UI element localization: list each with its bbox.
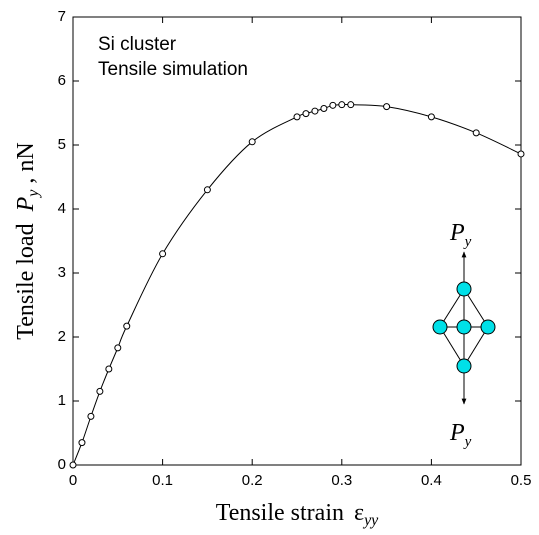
data-point xyxy=(329,101,337,109)
plot-frame xyxy=(72,16,522,466)
y-tick-label: 7 xyxy=(58,8,66,25)
data-point xyxy=(320,105,328,113)
annotation: Tensile simulation xyxy=(98,59,248,80)
y-tick-label: 3 xyxy=(58,264,66,281)
data-point xyxy=(248,138,256,146)
y-tick-label: 6 xyxy=(58,72,66,89)
x-tick-label: 0.5 xyxy=(511,472,532,489)
y-tick-label: 5 xyxy=(58,136,66,153)
inset-label: Py xyxy=(449,220,472,250)
y-tick-label: 4 xyxy=(58,200,66,217)
x-tick-label: 0.1 xyxy=(152,472,173,489)
x-tick-label: 0.3 xyxy=(331,472,352,489)
data-point xyxy=(159,250,167,258)
data-point xyxy=(302,110,310,118)
y-tick-label: 0 xyxy=(58,456,66,473)
x-axis-label: Tensile strain εyy xyxy=(216,500,379,529)
data-point xyxy=(105,365,113,373)
data-point xyxy=(78,439,86,447)
data-point xyxy=(203,186,211,194)
data-point xyxy=(347,101,355,109)
data-point xyxy=(472,129,480,137)
data-point xyxy=(114,344,122,352)
data-point xyxy=(311,107,319,115)
x-tick-label: 0.2 xyxy=(242,472,263,489)
data-point xyxy=(69,461,77,469)
data-point xyxy=(123,322,131,330)
data-point xyxy=(87,412,95,420)
x-tick-label: 0 xyxy=(69,472,77,489)
y-axis-label: Tensile loadPy, nN xyxy=(13,142,42,339)
data-point xyxy=(517,150,525,158)
data-point xyxy=(427,113,435,121)
x-tick-label: 0.4 xyxy=(421,472,442,489)
y-tick-label: 1 xyxy=(58,392,66,409)
data-point xyxy=(338,101,346,109)
data-point xyxy=(96,387,104,395)
y-tick-label: 2 xyxy=(58,328,66,345)
data-line xyxy=(72,104,522,466)
data-point xyxy=(383,103,391,111)
annotation: Si cluster xyxy=(98,34,177,55)
inset-label: Py xyxy=(449,420,472,450)
data-point xyxy=(293,113,301,121)
inset-diagram xyxy=(432,251,496,405)
